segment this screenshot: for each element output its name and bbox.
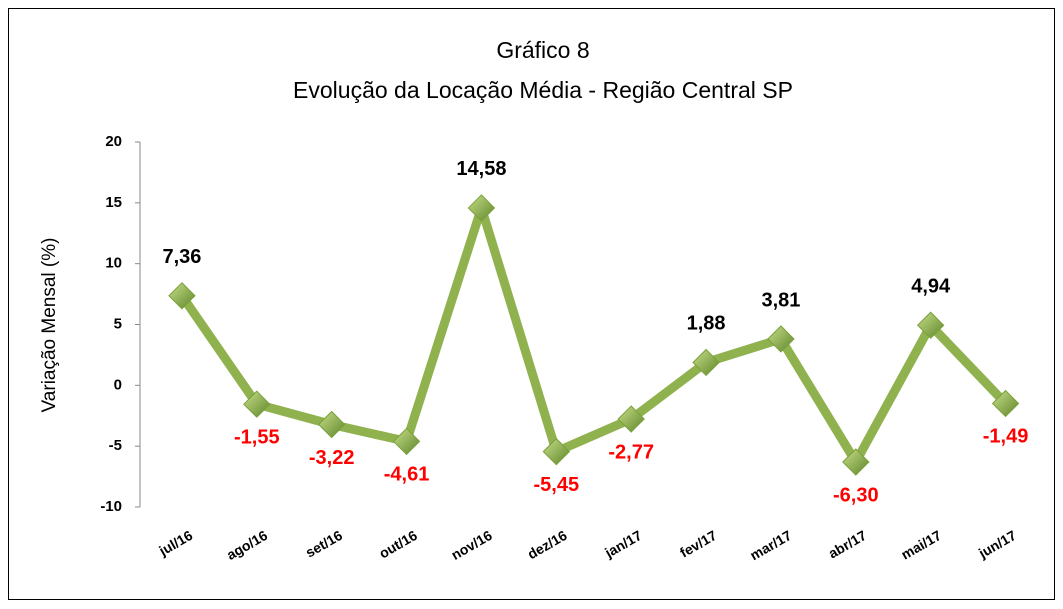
data-marker <box>467 194 496 222</box>
data-label: 14,58 <box>456 158 506 180</box>
y-tick-label: 10 <box>105 255 122 272</box>
data-label: 3,81 <box>761 289 800 311</box>
data-marker <box>168 282 196 310</box>
y-axis-label: Variação Mensal (%) <box>39 238 60 413</box>
chart-subtitle: Evolução da Locação Média - Região Centr… <box>293 77 793 103</box>
y-tick-label: 0 <box>114 376 122 393</box>
data-label: -3,22 <box>309 447 355 469</box>
data-marker <box>617 405 645 433</box>
y-tick-label: 5 <box>114 315 122 332</box>
data-marker <box>692 348 720 377</box>
y-tick-label: -10 <box>100 498 122 515</box>
data-line <box>178 203 1009 467</box>
data-marker <box>842 448 870 476</box>
data-label: -2,77 <box>608 441 654 463</box>
data-marker <box>243 390 271 418</box>
data-marker <box>991 389 1020 418</box>
data-label: 7,36 <box>162 246 201 268</box>
data-marker <box>392 427 421 456</box>
y-tick-label: 20 <box>105 133 122 150</box>
chart-title: Gráfico 8 <box>496 37 589 63</box>
data-label: -5,45 <box>534 474 580 496</box>
data-marker <box>916 311 945 339</box>
data-label: 4,94 <box>911 276 951 298</box>
y-tick-label: 15 <box>105 194 122 211</box>
data-marker <box>542 437 571 466</box>
y-tick-label: -5 <box>109 437 122 454</box>
data-label: -4,61 <box>384 464 430 486</box>
data-label: -6,30 <box>833 484 879 506</box>
data-marker <box>767 325 795 353</box>
data-label: 1,88 <box>687 313 726 335</box>
data-marker <box>317 410 346 439</box>
data-label: -1,55 <box>234 426 280 448</box>
data-label: -1,49 <box>983 426 1029 448</box>
